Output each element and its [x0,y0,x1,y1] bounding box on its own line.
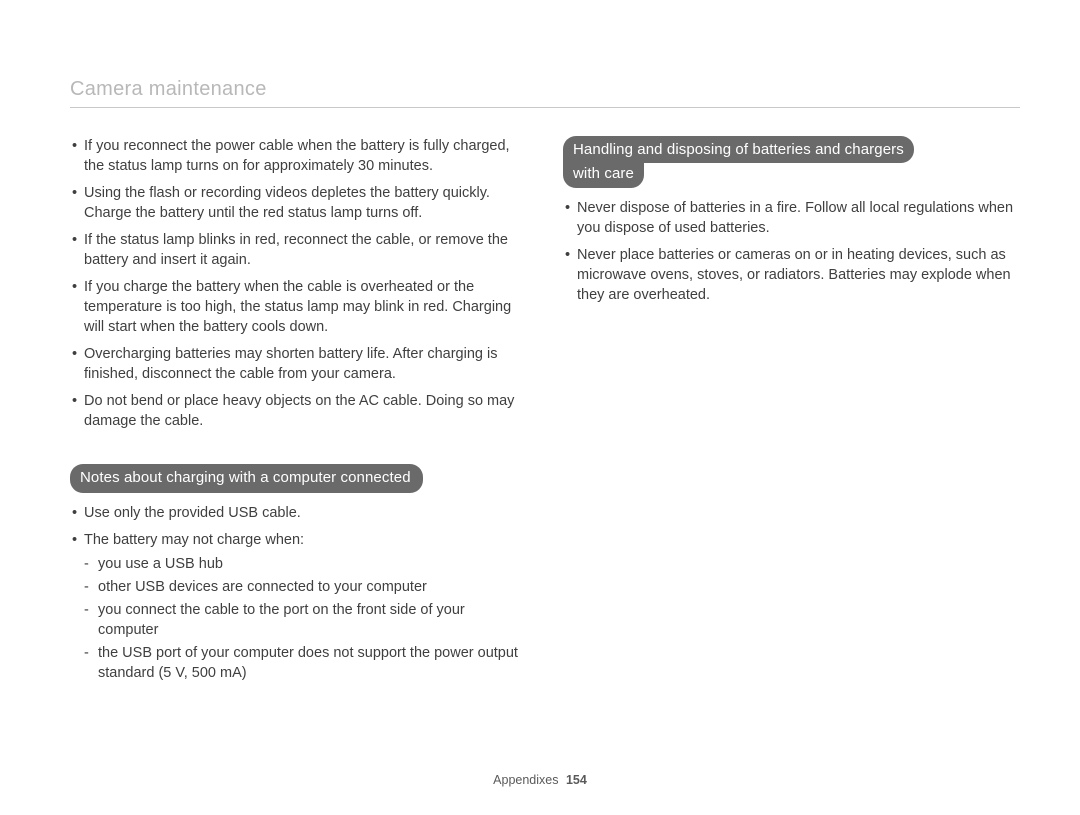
list-item: If you charge the battery when the cable… [70,277,527,337]
list-item: you connect the cable to the port on the… [84,600,527,640]
list-item: Using the flash or recording videos depl… [70,183,527,223]
list-item: If the status lamp blinks in red, reconn… [70,230,527,270]
list-item: Do not bend or place heavy objects on th… [70,391,527,431]
list-item: The battery may not charge when: you use… [70,530,527,683]
page-footer: Appendixes 154 [0,773,1080,787]
bullet-list-charging: If you reconnect the power cable when th… [70,136,527,431]
list-item-label: The battery may not charge when: [84,532,304,548]
left-column: If you reconnect the power cable when th… [70,136,527,690]
header-rule [70,107,1020,108]
bullet-list-computer: Use only the provided USB cable. The bat… [70,503,527,683]
list-item: Never place batteries or cameras on or i… [563,245,1020,305]
list-item: Overcharging batteries may shorten batte… [70,344,527,384]
list-item: Use only the provided USB cable. [70,503,527,523]
dash-list: you use a USB hub other USB devices are … [84,554,527,683]
list-item: If you reconnect the power cable when th… [70,136,527,176]
list-item: Never dispose of batteries in a fire. Fo… [563,198,1020,238]
footer-page-number: 154 [566,773,587,787]
footer-section: Appendixes [493,773,558,787]
bullet-list-handling: Never dispose of batteries in a fire. Fo… [563,198,1020,305]
heading-line2: with care [563,162,644,189]
list-item: the USB port of your computer does not s… [84,643,527,683]
list-item: other USB devices are connected to your … [84,577,527,597]
heading-computer-charging: Notes about charging with a computer con… [70,464,423,493]
page-title: Camera maintenance [70,78,1020,107]
heading-handling-disposing: Handling and disposing of batteries and … [563,136,1020,188]
right-column: Handling and disposing of batteries and … [563,136,1020,690]
content-columns: If you reconnect the power cable when th… [70,136,1020,690]
list-item: you use a USB hub [84,554,527,574]
heading-line1: Handling and disposing of batteries and … [563,136,914,163]
